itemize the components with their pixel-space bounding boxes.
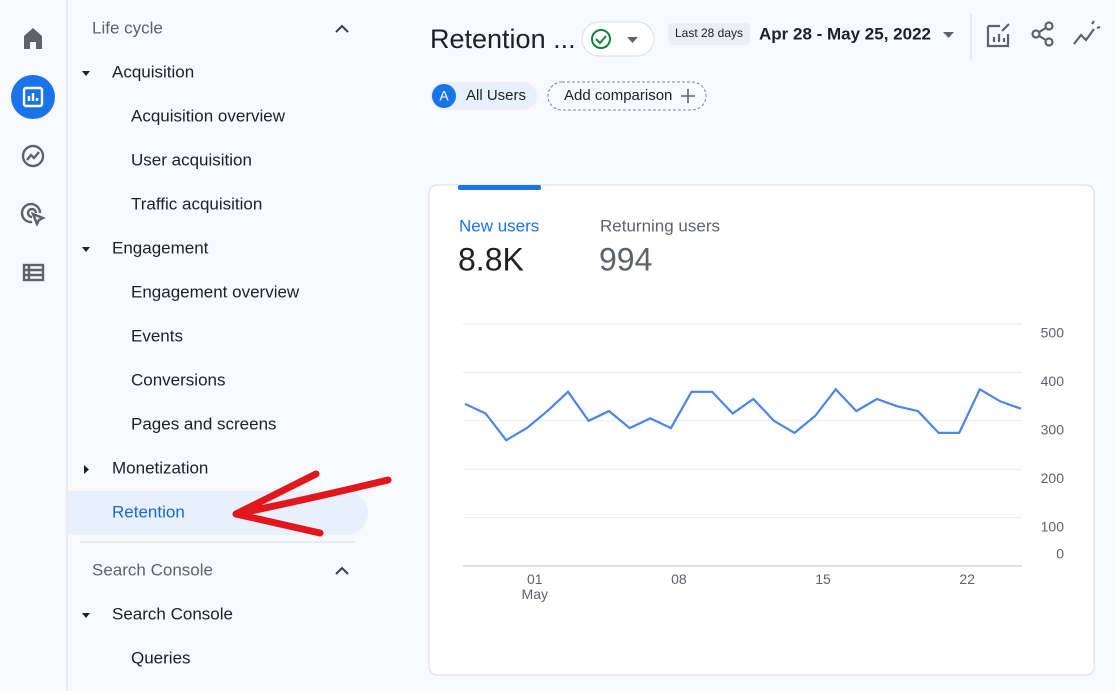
y-tick-label: 300 — [1041, 422, 1065, 438]
nav-item[interactable]: Monetization — [112, 458, 208, 477]
x-tick-label: 08 — [671, 571, 687, 587]
collapse-icon[interactable] — [335, 24, 349, 33]
card — [428, 184, 1095, 676]
x-tick-label: 22 — [959, 571, 975, 587]
chart: 0 100 200 300 400 500 — [463, 323, 1065, 567]
date-dropdown[interactable] — [943, 32, 954, 38]
nav-section-title[interactable]: Life cycle — [92, 18, 163, 37]
y-tick-label: 400 — [1041, 373, 1065, 389]
expand-icon[interactable] — [82, 247, 90, 252]
status-check-mark — [595, 35, 607, 45]
advertising-icon[interactable] — [20, 202, 46, 227]
date-preset-pill — [668, 23, 750, 45]
nav-subitem[interactable]: Acquisition overview — [131, 106, 286, 125]
y-tick-label: 200 — [1041, 470, 1065, 486]
nav-subitem[interactable]: User acquisition — [131, 150, 252, 169]
nav-panel: Life cycle Acquisition Acquisition overvie… — [67, 18, 368, 667]
segment-badge: A — [439, 88, 449, 104]
y-tick-label: 100 — [1041, 518, 1065, 534]
nav-subitem[interactable]: Pages and screens — [131, 414, 277, 433]
metric-value: 994 — [599, 241, 652, 277]
home-icon[interactable] — [24, 28, 42, 49]
insights-icon[interactable] — [1073, 20, 1101, 45]
configure-glyph — [24, 265, 43, 280]
y-tick-label: 0 — [1056, 546, 1064, 562]
date-preset: Last 28 days — [675, 26, 743, 40]
explore-icon[interactable] — [21, 144, 45, 168]
collapse-icon[interactable] — [335, 566, 349, 575]
add-comparison-chip[interactable] — [547, 81, 707, 111]
metric-label[interactable]: New users — [459, 216, 539, 235]
nav-subitem[interactable]: Engagement overview — [131, 282, 300, 301]
reports-glyph — [22, 86, 44, 108]
rail-icons — [11, 28, 55, 282]
series-line — [464, 387, 1022, 442]
x-tick-label: 15 — [815, 571, 831, 587]
page-title: Retention ... — [430, 24, 576, 54]
segment-badge-bg — [432, 84, 456, 108]
header: Retention ... Last 28 days Apr 28 - May … — [430, 14, 1101, 60]
tab-indicator — [458, 185, 541, 190]
metric-label[interactable]: Returning users — [600, 216, 720, 235]
add-icon — [681, 89, 695, 103]
y-tick-label: 500 — [1041, 325, 1065, 341]
add-comparison[interactable]: Add comparison — [564, 87, 672, 104]
nav-section-title[interactable]: Search Console — [92, 560, 213, 579]
segment-label: All Users — [466, 87, 526, 104]
expand-icon[interactable] — [82, 613, 90, 618]
status-dropdown — [627, 37, 638, 43]
nav-item[interactable]: Search Console — [112, 604, 233, 623]
date-range[interactable]: Apr 28 - May 25, 2022 — [759, 24, 931, 43]
share-dot — [1044, 37, 1054, 47]
nav-subitem[interactable]: Conversions — [131, 370, 226, 389]
nav-item[interactable]: Acquisition — [112, 62, 194, 81]
share-dot — [1044, 21, 1054, 31]
status-check — [591, 29, 611, 49]
share-dot — [1031, 29, 1041, 39]
comparison-bar: A All Users Add comparison — [430, 81, 707, 111]
nav-subitem[interactable]: Queries — [131, 648, 191, 667]
configure-icon[interactable] — [22, 263, 45, 282]
expand-icon[interactable] — [84, 465, 89, 474]
x-tick-label: 01 May — [521, 571, 548, 602]
explore-glyph — [26, 151, 40, 161]
nav-item[interactable]: Engagement — [112, 238, 209, 257]
nav-subitem[interactable]: Traffic acquisition — [131, 194, 262, 213]
segment-chip[interactable] — [430, 82, 537, 110]
nav-item[interactable]: Retention — [112, 502, 185, 521]
reports-bars — [27, 93, 39, 101]
annotation-arrow — [232, 470, 392, 537]
expand-icon[interactable] — [82, 71, 90, 76]
nav-subitem[interactable]: Events — [131, 326, 183, 345]
metric-value: 8.8K — [458, 241, 524, 277]
customize-icon[interactable] — [986, 23, 1010, 48]
